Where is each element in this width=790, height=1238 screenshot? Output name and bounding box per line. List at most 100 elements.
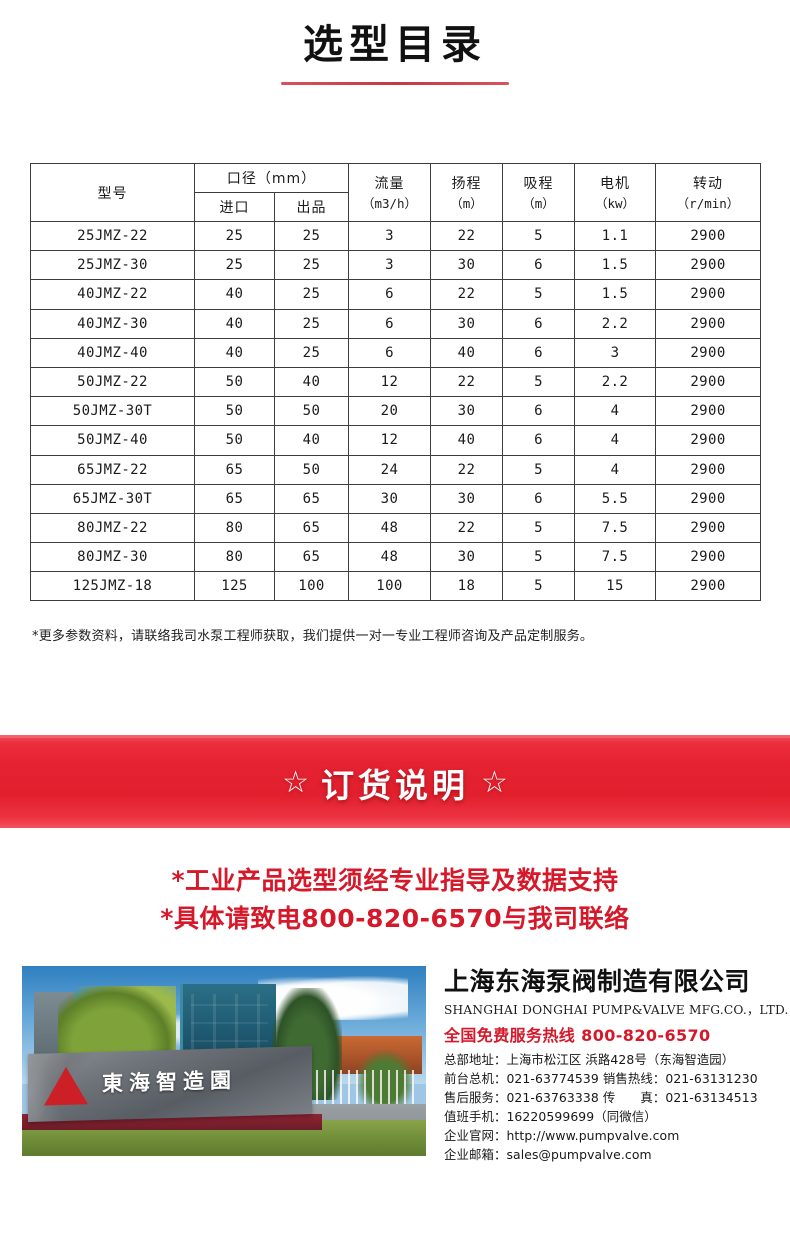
triangle-logo-icon — [44, 1066, 88, 1106]
cell-inlet: 50 — [194, 366, 275, 398]
cell-head: 40 — [430, 425, 503, 456]
cell-model: 80JMZ-30 — [30, 542, 195, 573]
cell-inlet: 50 — [194, 396, 275, 427]
cell-motor: 2.2 — [574, 308, 656, 339]
cell-model: 125JMZ-18 — [30, 571, 195, 602]
notice-line-2: *具体请致电800-820-6570与我司联络 — [160, 904, 630, 933]
cell-head: 30 — [430, 250, 503, 281]
header-outlet: 出品 — [274, 192, 349, 222]
company-contact-line: 总部地址：上海市松江区 浜路428号（东海智造园） — [444, 1051, 735, 1067]
header-head: 扬程 （m） — [430, 163, 503, 222]
cell-speed: 2900 — [655, 483, 761, 514]
header-flow-label: 流量 — [374, 176, 405, 192]
company-contact-line: 值班手机：16220599699（同微信） — [444, 1108, 657, 1124]
company-name-en: SHANGHAI DONGHAI PUMP&VALVE MFG.CO.，LTD. — [444, 1002, 789, 1017]
page-title: 选型目录 — [303, 22, 487, 68]
cell-suction: 6 — [502, 425, 575, 456]
cell-model: 50JMZ-22 — [30, 366, 195, 398]
cell-outlet: 65 — [274, 483, 349, 514]
table-footnote: *更多参数资料，请联络我司水泵工程师获取，我们提供一对一专业工程师咨询及产品定制… — [32, 629, 594, 644]
cell-speed: 2900 — [655, 512, 761, 544]
cell-motor: 5.5 — [574, 483, 656, 514]
table-row: 25JMZ-30 25 25 3 30 6 1.5 2900 — [30, 250, 761, 281]
cell-speed: 2900 — [655, 454, 761, 485]
cell-outlet: 50 — [274, 396, 349, 427]
cell-outlet: 100 — [274, 571, 349, 602]
table-row: 50JMZ-40 50 40 12 40 6 4 2900 — [30, 425, 761, 456]
page-header: 选型目录 — [0, 0, 790, 85]
cell-model: 65JMZ-30T — [30, 483, 195, 514]
cell-model: 40JMZ-40 — [30, 337, 195, 368]
cell-suction: 5 — [502, 279, 575, 310]
cell-model: 25JMZ-30 — [30, 250, 195, 281]
cell-flow: 6 — [348, 279, 431, 310]
cell-speed: 2900 — [655, 571, 761, 602]
header-flow: 流量 （m3/h） — [348, 163, 431, 222]
cell-suction: 6 — [502, 483, 575, 514]
header-speed: 转动 （r/min） — [655, 163, 761, 222]
cell-flow: 3 — [348, 220, 431, 252]
cell-outlet: 40 — [274, 425, 349, 456]
header-head-unit: （m） — [450, 196, 483, 211]
cell-suction: 5 — [502, 220, 575, 252]
cell-model: 25JMZ-22 — [30, 220, 195, 252]
cell-speed: 2900 — [655, 337, 761, 368]
spec-table-head: 型号 口径（mm） 流量 （m3/h） 扬程 （m） 吸程 （m） 电机 （kw… — [30, 163, 761, 222]
cell-speed: 2900 — [655, 250, 761, 281]
table-row: 80JMZ-30 80 65 48 30 5 7.5 2900 — [30, 542, 761, 573]
spec-table-body: 25JMZ-22 25 25 3 22 5 1.1 2900 25JMZ-30 25 25 3 30 6 1… — [30, 220, 761, 602]
cell-head: 30 — [430, 483, 503, 514]
company-hotline: 全国免费服务热线 800-820-6570 — [444, 1025, 711, 1045]
cell-suction: 5 — [502, 366, 575, 398]
cell-motor: 4 — [574, 454, 656, 485]
header-bore-group: 口径（mm） — [194, 163, 349, 193]
cell-suction: 6 — [502, 250, 575, 281]
company-contact-line: 企业官网：http://www.pumpvalve.com — [444, 1127, 680, 1143]
cell-model: 50JMZ-40 — [30, 425, 195, 456]
cell-flow: 20 — [348, 396, 431, 427]
table-row: 125JMZ-18 125 100 100 18 5 15 2900 — [30, 571, 761, 602]
photo-stone-sign: 東海智造園 — [28, 1046, 312, 1122]
cell-flow: 3 — [348, 250, 431, 281]
star-icon-left: ☆ — [282, 766, 309, 799]
cell-head: 18 — [430, 571, 503, 602]
cell-inlet: 40 — [194, 308, 275, 339]
spec-table: 型号 口径（mm） 流量 （m3/h） 扬程 （m） 吸程 （m） 电机 （kw… — [30, 163, 761, 602]
table-row: 40JMZ-30 40 25 6 30 6 2.2 2900 — [30, 308, 761, 339]
header-motor: 电机 （kw） — [574, 163, 656, 222]
cell-inlet: 40 — [194, 279, 275, 310]
cell-motor: 4 — [574, 396, 656, 427]
table-header-row-1: 型号 口径（mm） 流量 （m3/h） 扬程 （m） 吸程 （m） 电机 （kw… — [30, 163, 761, 222]
company-contact-line: 企业邮箱：sales@pumpvalve.com — [444, 1146, 652, 1162]
company-name: 上海东海泵阀制造有限公司 — [444, 967, 751, 996]
cell-flow: 12 — [348, 366, 431, 398]
cell-outlet: 50 — [274, 454, 349, 485]
cell-flow: 100 — [348, 571, 431, 602]
title-underline-rule — [281, 82, 509, 85]
table-row: 50JMZ-22 50 40 12 22 5 2.2 2900 — [30, 366, 761, 398]
table-row: 50JMZ-30T 50 50 20 30 6 4 2900 — [30, 396, 761, 427]
cell-head: 22 — [430, 366, 503, 398]
cell-head: 22 — [430, 454, 503, 485]
cell-inlet: 125 — [194, 571, 275, 602]
header-motor-unit: （kw） — [594, 196, 636, 211]
cell-outlet: 25 — [274, 308, 349, 339]
cell-flow: 48 — [348, 542, 431, 573]
cell-flow: 30 — [348, 483, 431, 514]
cell-head: 22 — [430, 512, 503, 544]
cell-motor: 7.5 — [574, 542, 656, 573]
cell-model: 40JMZ-30 — [30, 308, 195, 339]
header-suction-label: 吸程 — [523, 176, 554, 192]
cell-motor: 7.5 — [574, 512, 656, 544]
cell-outlet: 25 — [274, 337, 349, 368]
cell-speed: 2900 — [655, 366, 761, 398]
cell-head: 40 — [430, 337, 503, 368]
banner-inner: ☆ 订货说明 ☆ — [282, 759, 508, 807]
cell-model: 50JMZ-30T — [30, 396, 195, 427]
cell-inlet: 40 — [194, 337, 275, 368]
cell-motor: 4 — [574, 425, 656, 456]
cell-outlet: 25 — [274, 250, 349, 281]
cell-speed: 2900 — [655, 396, 761, 427]
cell-head: 30 — [430, 542, 503, 573]
cell-flow: 48 — [348, 512, 431, 544]
